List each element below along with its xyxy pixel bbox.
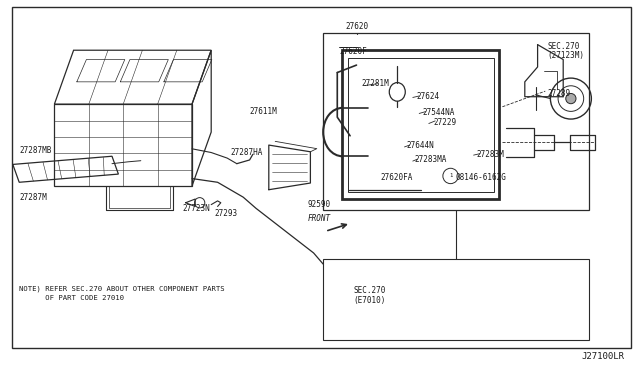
Text: 27611M: 27611M: [250, 107, 277, 116]
Text: 1: 1: [449, 173, 452, 179]
Text: 27544NA: 27544NA: [422, 108, 455, 117]
Text: 27620F: 27620F: [339, 47, 367, 56]
Bar: [323, 259, 589, 340]
Text: 27287MB: 27287MB: [19, 146, 52, 155]
Text: 27293: 27293: [214, 209, 237, 218]
Bar: [323, 33, 589, 210]
Text: 27229: 27229: [434, 118, 457, 126]
Text: 08146-6162G: 08146-6162G: [456, 173, 506, 182]
Text: 27620FA: 27620FA: [380, 173, 413, 182]
Text: (27123M): (27123M): [548, 51, 585, 60]
Text: SEC.270: SEC.270: [354, 286, 386, 295]
Text: SEC.270: SEC.270: [548, 42, 580, 51]
Circle shape: [566, 93, 576, 104]
Text: 27624: 27624: [416, 92, 439, 101]
Text: 27287M: 27287M: [19, 193, 47, 202]
Text: 27283MA: 27283MA: [415, 155, 447, 164]
Text: 27287HA: 27287HA: [230, 148, 263, 157]
Text: NOTE) REFER SEC.270 ABOUT OTHER COMPONENT PARTS: NOTE) REFER SEC.270 ABOUT OTHER COMPONEN…: [19, 285, 225, 292]
Text: 92590: 92590: [307, 200, 330, 209]
Text: OF PART CODE 27010: OF PART CODE 27010: [19, 295, 124, 301]
Text: 27644N: 27644N: [406, 141, 434, 150]
Text: J27100LR: J27100LR: [581, 352, 624, 361]
Text: 27723N: 27723N: [182, 204, 210, 213]
Text: 27620: 27620: [346, 22, 369, 31]
Text: 27283M: 27283M: [477, 150, 504, 159]
Bar: [342, 50, 499, 199]
Text: FRONT: FRONT: [307, 214, 330, 223]
Text: (E7010): (E7010): [354, 296, 386, 305]
Text: 27289: 27289: [548, 89, 571, 98]
Text: 27281M: 27281M: [362, 79, 389, 88]
Bar: [348, 58, 494, 192]
